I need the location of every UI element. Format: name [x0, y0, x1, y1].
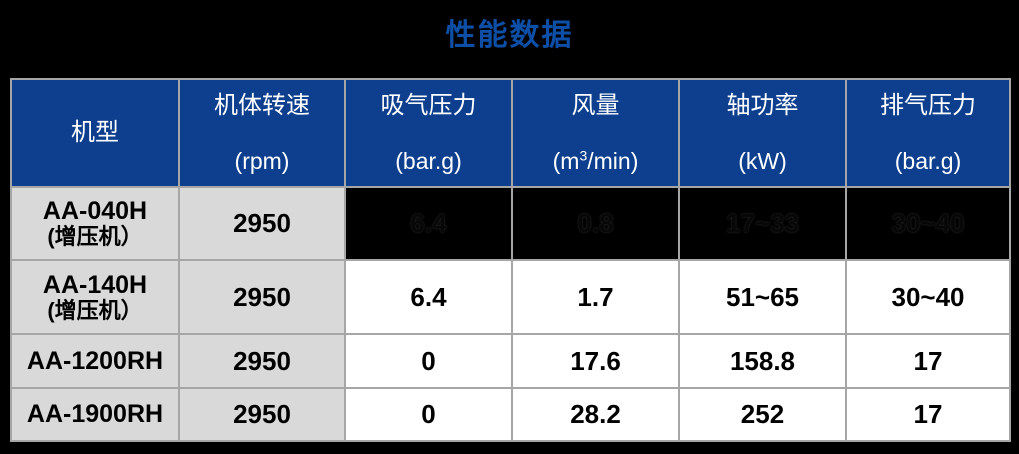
header-air-flow: 风量 (m3/min) — [511, 78, 680, 188]
header-rpm: 机体转速 (rpm) — [178, 78, 346, 188]
air-flow-cell: 1.7 — [511, 259, 680, 335]
rpm-cell: 2950 — [178, 333, 346, 389]
header-label: 轴功率 — [726, 92, 799, 119]
air-flow-cell: 17.6 — [511, 333, 680, 389]
suction-pressure-cell: 0 — [344, 387, 513, 442]
header-unit: (bar.g) — [894, 148, 962, 174]
page-title: 性能数据 — [445, 19, 574, 52]
shaft-power-cell: 158.8 — [678, 333, 847, 389]
table-row: AA-140H (增压机） 2950 6.4 1.7 51~65 30~40 — [10, 259, 1011, 335]
header-unit: (m3/min) — [552, 147, 639, 174]
header-label: 风量 — [571, 92, 620, 119]
header-suction-pressure: 吸气压力 (bar.g) — [344, 78, 513, 188]
rpm-cell: 2950 — [178, 259, 346, 335]
model-cell: AA-140H (增压机） — [10, 259, 180, 335]
shaft-power-cell: 252 — [678, 387, 847, 442]
header-discharge-pressure: 排气压力 (bar.g) — [845, 78, 1011, 188]
suction-pressure-cell: 0 — [344, 333, 513, 389]
table-row: AA-1900RH 2950 0 28.2 252 17 — [10, 387, 1011, 442]
suction-pressure-cell: 6.4 — [344, 259, 513, 335]
header-unit: (kW) — [738, 148, 787, 174]
header-label: 吸气压力 — [380, 92, 477, 119]
rpm-cell: 2950 — [178, 387, 346, 442]
air-flow-cell-redacted: 0.8 — [511, 186, 680, 261]
header-shaft-power: 轴功率 (kW) — [678, 78, 847, 188]
header-unit: (rpm) — [234, 148, 290, 174]
table-row: AA-040H (增压机） 2950 6.4 0.8 17~33 30~40 — [10, 186, 1011, 261]
header-label: 排气压力 — [880, 92, 976, 119]
header-unit: (bar.g) — [395, 148, 462, 174]
header-label: 机型 — [71, 119, 119, 146]
header-row: 机型 机体转速 (rpm) 吸气压力 (bar.g) 风量 (m3/min) 轴… — [10, 78, 1011, 188]
performance-table: 机型 机体转速 (rpm) 吸气压力 (bar.g) 风量 (m3/min) 轴… — [10, 78, 1011, 442]
table-header: 机型 机体转速 (rpm) 吸气压力 (bar.g) 风量 (m3/min) 轴… — [10, 78, 1011, 188]
shaft-power-cell-redacted: 17~33 — [678, 186, 847, 261]
discharge-pressure-cell: 30~40 — [845, 259, 1011, 335]
discharge-pressure-cell-redacted: 30~40 — [845, 186, 1011, 261]
discharge-pressure-cell: 17 — [845, 333, 1011, 389]
rpm-cell: 2950 — [178, 186, 346, 261]
suction-pressure-cell-redacted: 6.4 — [344, 186, 513, 261]
air-flow-cell: 28.2 — [511, 387, 680, 442]
table-row: AA-1200RH 2950 0 17.6 158.8 17 — [10, 333, 1011, 389]
shaft-power-cell: 51~65 — [678, 259, 847, 335]
header-model: 机型 — [10, 78, 180, 188]
superscript-3: 3 — [579, 147, 588, 164]
model-cell: AA-040H (增压机） — [10, 186, 180, 261]
model-cell: AA-1200RH — [10, 333, 180, 389]
discharge-pressure-cell: 17 — [845, 387, 1011, 442]
header-label: 机体转速 — [214, 92, 310, 119]
model-cell: AA-1900RH — [10, 387, 180, 442]
